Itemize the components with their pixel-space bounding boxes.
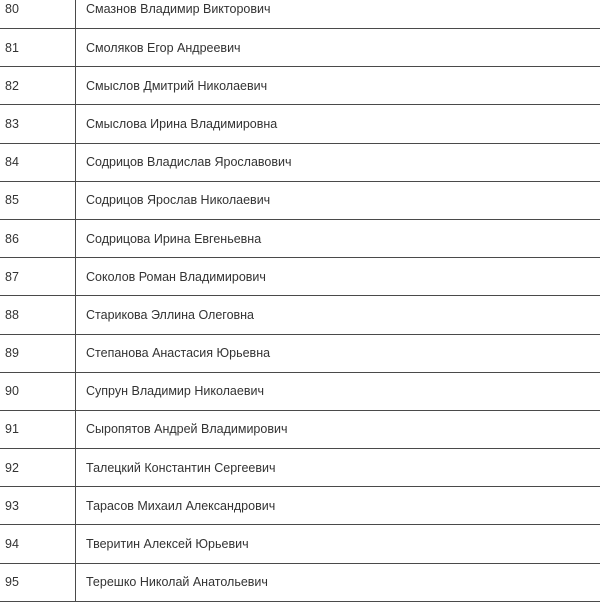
table-row: 80 Смазнов Владимир Викторович <box>0 0 600 29</box>
person-name: Соколов Роман Владимирович <box>86 269 266 284</box>
person-name: Старикова Эллина Олеговна <box>86 307 255 322</box>
table-row: 84 Содрицов Владислав Ярославович <box>0 143 600 182</box>
table-row: 91 Сыропятов Андрей Владимирович <box>0 410 600 450</box>
person-name: Смазнов Владимир Викторович <box>86 2 271 17</box>
row-number: 95 <box>0 563 76 601</box>
person-name: Сыропятов Андрей Владимирович <box>86 422 288 437</box>
table-row: 82 Смыслов Дмитрий Николаевич <box>0 67 600 106</box>
row-number: 87 <box>0 258 76 296</box>
table-row: 93 Тарасов Михаил Александрович <box>0 487 600 526</box>
person-name: Содрицов Владислав Ярославович <box>86 155 292 170</box>
table-row: 81 Смоляков Егор Андреевич <box>0 29 600 68</box>
row-number: 81 <box>0 29 76 67</box>
row-number: 83 <box>0 105 76 143</box>
table-row: 92 Талецкий Константин Сергеевич <box>0 449 600 488</box>
row-number: 88 <box>0 296 76 334</box>
row-number: 92 <box>0 449 76 487</box>
person-name: Талецкий Константин Сергеевич <box>86 460 276 475</box>
person-name: Тарасов Михаил Александрович <box>86 498 276 513</box>
person-name: Смыслова Ирина Владимировна <box>86 116 278 131</box>
person-name: Терешко Николай Анатольевич <box>86 575 268 590</box>
row-number: 91 <box>0 410 76 449</box>
person-name: Содрицова Ирина Евгеньевна <box>86 231 262 246</box>
row-number: 80 <box>0 0 76 28</box>
table-row: 94 Тверитин Алексей Юрьевич <box>0 525 600 564</box>
row-number: 85 <box>0 181 76 219</box>
table-row: 87 Соколов Роман Владимирович <box>0 258 600 297</box>
row-number: 93 <box>0 487 76 525</box>
table-row: 85 Содрицов Ярослав Николаевич <box>0 181 600 220</box>
row-number: 86 <box>0 219 76 258</box>
row-number: 94 <box>0 525 76 563</box>
row-number: 82 <box>0 67 76 105</box>
row-number: 89 <box>0 334 76 372</box>
person-name: Смыслов Дмитрий Николаевич <box>86 78 268 93</box>
person-name: Тверитин Алексей Юрьевич <box>86 537 249 552</box>
table-row: 95 Терешко Николай Анатольевич <box>0 563 600 602</box>
row-number: 84 <box>0 143 76 181</box>
person-name: Смоляков Егор Андреевич <box>86 40 241 55</box>
table-row: 88 Старикова Эллина Олеговна <box>0 296 600 335</box>
person-name: Степанова Анастасия Юрьевна <box>86 346 271 361</box>
table-row: 83 Смыслова Ирина Владимировна <box>0 105 600 144</box>
person-name: Супрун Владимир Николаевич <box>86 384 264 399</box>
table-row: 86 Содрицова Ирина Евгеньевна <box>0 219 600 259</box>
person-name: Содрицов Ярослав Николаевич <box>86 193 271 208</box>
table-row: 90 Супрун Владимир Николаевич <box>0 372 600 411</box>
row-number: 90 <box>0 372 76 410</box>
table-row: 89 Степанова Анастасия Юрьевна <box>0 334 600 373</box>
